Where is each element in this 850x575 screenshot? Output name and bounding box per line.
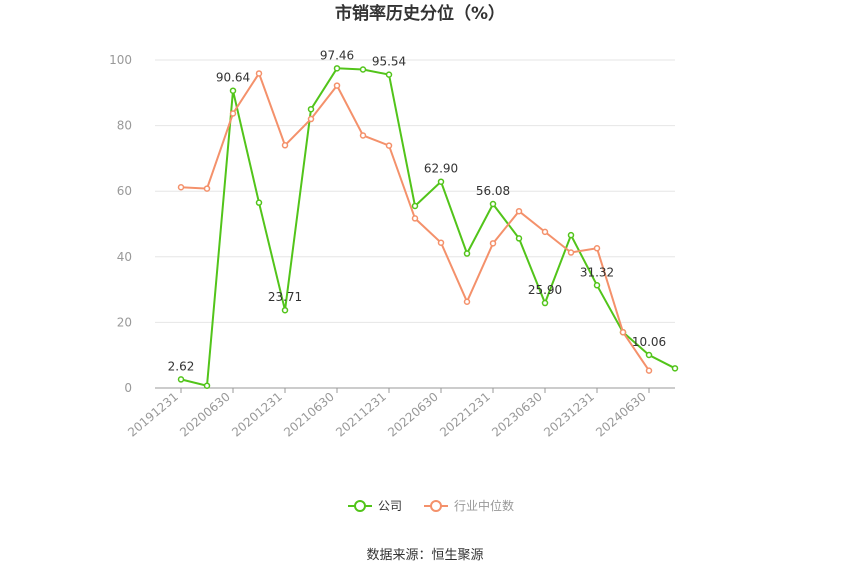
y-tick-label: 40: [117, 250, 132, 264]
y-tick-label: 0: [124, 381, 132, 395]
data-point[interactable]: [307, 105, 315, 113]
x-tick-label: 20220630: [385, 390, 441, 440]
data-label: 31.32: [580, 265, 614, 279]
x-tick-label: 20240630: [593, 390, 649, 440]
legend-item-1[interactable]: 行业中位数: [424, 498, 514, 513]
y-tick-label: 100: [109, 53, 132, 67]
data-label: 90.64: [216, 71, 250, 85]
data-point[interactable]: [177, 184, 185, 191]
x-tick-label: 20231231: [541, 390, 597, 440]
y-tick-label: 20: [117, 315, 132, 329]
legend-item-0[interactable]: 公司: [348, 499, 402, 513]
legend-marker: [354, 500, 366, 512]
x-tick-label: 20191231: [125, 390, 181, 440]
data-point[interactable]: [385, 71, 393, 78]
data-point[interactable]: [593, 282, 601, 289]
legend-marker: [430, 500, 442, 512]
data-point[interactable]: [619, 328, 627, 336]
data-point[interactable]: [541, 228, 549, 236]
x-tick-label: 20200630: [177, 390, 233, 440]
legend-label: 公司: [378, 499, 402, 513]
x-tick-label: 20230630: [489, 390, 545, 440]
data-point[interactable]: [489, 200, 497, 208]
data-point[interactable]: [645, 367, 653, 374]
data-point[interactable]: [437, 239, 445, 246]
series-group: [177, 65, 679, 389]
data-point[interactable]: [203, 185, 211, 192]
data-point[interactable]: [333, 65, 341, 72]
series-line: [180, 67, 676, 387]
source-note: 数据来源：恒生聚源: [366, 548, 483, 563]
data-point[interactable]: [359, 132, 367, 139]
data-point[interactable]: [281, 142, 289, 149]
data-label: 2.62: [168, 359, 195, 373]
data-point[interactable]: [515, 235, 523, 242]
data-point[interactable]: [229, 110, 237, 117]
data-label: 25.90: [528, 283, 562, 297]
data-point[interactable]: [281, 306, 289, 314]
series-0: [177, 65, 679, 389]
data-point[interactable]: [645, 351, 653, 359]
chart-title: 市销率历史分位（%）: [335, 3, 505, 24]
data-point[interactable]: [203, 382, 211, 389]
data-label: 97.46: [320, 48, 354, 62]
data-point[interactable]: [177, 376, 185, 383]
data-point[interactable]: [255, 199, 263, 206]
data-point[interactable]: [385, 142, 393, 149]
data-point[interactable]: [333, 82, 341, 89]
data-point[interactable]: [567, 249, 575, 256]
x-tick-label: 20211231: [333, 390, 389, 440]
data-point[interactable]: [463, 250, 471, 257]
series-line: [180, 71, 650, 372]
data-label: 10.06: [632, 335, 666, 349]
x-tick-label: 20221231: [437, 390, 493, 440]
x-axis: 2019123120200630202012312021063020211231…: [125, 387, 675, 440]
data-point[interactable]: [463, 298, 471, 305]
data-point[interactable]: [411, 202, 419, 210]
y-tick-label: 60: [117, 184, 132, 198]
data-point[interactable]: [255, 70, 263, 77]
data-point[interactable]: [567, 231, 575, 239]
x-tick-label: 20210630: [281, 390, 337, 440]
data-label: 62.90: [424, 162, 458, 176]
data-point[interactable]: [515, 207, 523, 215]
data-point[interactable]: [411, 215, 419, 222]
series-1: [177, 70, 653, 374]
data-point[interactable]: [229, 87, 237, 94]
data-point[interactable]: [307, 115, 315, 123]
data-point[interactable]: [437, 178, 445, 185]
y-tick-label: 80: [117, 119, 132, 133]
data-point[interactable]: [489, 240, 497, 247]
y-axis: 0 20 40 60 80 100: [109, 53, 132, 395]
legend[interactable]: 公司 行业中位数: [348, 498, 514, 513]
data-label: 56.08: [476, 184, 510, 198]
data-label: 23.71: [268, 290, 302, 304]
data-point[interactable]: [671, 365, 679, 372]
data-point[interactable]: [541, 299, 549, 307]
data-point[interactable]: [593, 245, 601, 252]
x-tick-label: 20201231: [229, 390, 285, 440]
data-labels: 2.62 90.64 23.71 97.46 95.54 62.90 56.08 25.90 3…: [168, 48, 667, 373]
legend-label: 行业中位数: [454, 498, 514, 513]
data-label: 95.54: [372, 55, 406, 69]
data-point[interactable]: [359, 66, 367, 73]
